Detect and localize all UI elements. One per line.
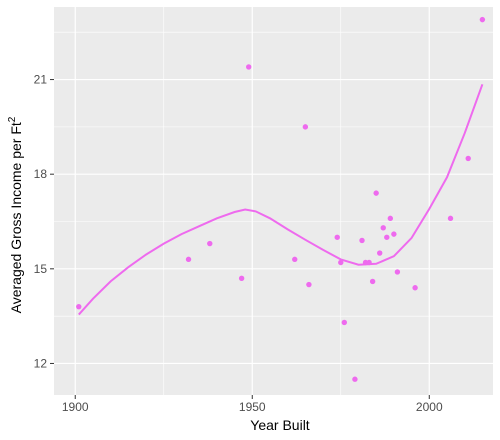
data-point: [302, 124, 309, 130]
smooth-trend-line: [78, 83, 484, 316]
x-axis-title: Year Built: [250, 417, 310, 433]
y-tick-label: 21: [34, 73, 48, 87]
x-axis-ticks: 1900 1950 2000: [62, 395, 443, 414]
data-point: [246, 64, 252, 70]
data-point: [384, 234, 390, 240]
data-point: [377, 250, 383, 256]
y-tick-label: 15: [34, 262, 48, 276]
minor-gridlines: [54, 7, 493, 395]
data-point: [447, 215, 454, 222]
data-point: [394, 269, 401, 275]
x-tick-label: 1950: [239, 400, 266, 414]
data-point: [185, 256, 192, 263]
data-point: [479, 16, 486, 23]
y-tick-label: 12: [34, 356, 48, 370]
data-point: [380, 225, 386, 231]
data-point: [465, 155, 471, 162]
data-point: [369, 278, 376, 285]
y-axis-ticks: 12 15 18 21: [34, 73, 54, 370]
y-axis-title: Averaged Gross Income per Ft2: [7, 116, 24, 313]
data-point: [387, 215, 394, 222]
y-axis-title-main: Averaged Gross Income per Ft: [8, 122, 24, 313]
plot-panel: [54, 7, 493, 395]
data-points: [76, 16, 486, 382]
data-point: [238, 275, 245, 281]
data-point: [341, 319, 348, 326]
data-point: [366, 259, 372, 266]
data-point: [334, 234, 340, 240]
data-point: [292, 256, 298, 263]
y-tick-label: 18: [34, 167, 48, 181]
data-point: [338, 259, 344, 266]
x-tick-label: 1900: [62, 400, 89, 414]
y-axis-title-superscript: 2: [7, 116, 18, 122]
data-point: [391, 231, 397, 237]
x-tick-label: 2000: [416, 400, 443, 414]
data-point: [412, 285, 418, 291]
data-point: [352, 376, 358, 382]
data-point: [359, 237, 365, 244]
data-point: [373, 190, 379, 196]
data-point: [207, 240, 213, 247]
data-point: [306, 281, 312, 288]
data-point: [76, 303, 82, 310]
